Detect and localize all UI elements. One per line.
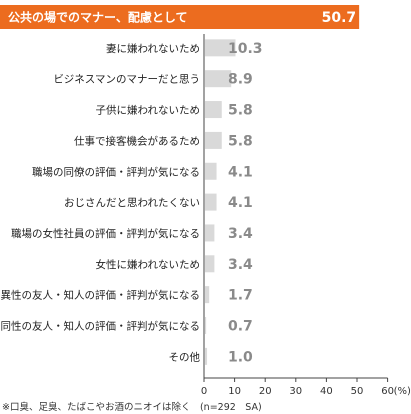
- bar-highlight: [0, 5, 360, 29]
- bar: [205, 317, 207, 334]
- category-label: 異性の友人・知人の評価・評判が気になる: [1, 289, 201, 302]
- category-label: ビジネスマンのマナーだと思う: [53, 74, 200, 86]
- value-label: 3.4: [228, 226, 253, 242]
- bar: [205, 224, 215, 242]
- value-label: 10.3: [228, 41, 263, 57]
- x-tick-label: 10: [228, 386, 241, 397]
- x-unit-label: (%): [394, 386, 411, 397]
- value-label: 8.9: [228, 72, 253, 88]
- value-label: 50.7: [322, 10, 357, 26]
- category-label: 職場の同僚の評価・評判が気になる: [32, 165, 200, 178]
- category-label: 女性に嫌われないため: [96, 258, 200, 271]
- value-label: 3.4: [228, 257, 253, 273]
- category-label: 公共の場でのマナー、配慮として: [8, 10, 188, 25]
- value-label: 5.8: [228, 103, 253, 119]
- bar: [205, 286, 210, 304]
- category-label: 妻に嫌われないため: [106, 42, 200, 55]
- value-label: 4.1: [228, 195, 253, 211]
- x-tick-label: 30: [289, 386, 302, 397]
- bar: [205, 162, 217, 180]
- bars-layer: 公共の場でのマナー、配慮として 50.7 妻に嫌われないため 10.3 ビジネスマンのマ…: [0, 5, 360, 365]
- category-label: 同性の友人・知人の評価・評判が気になる: [1, 320, 201, 333]
- x-tick-label: 50: [351, 386, 364, 397]
- bar: [205, 70, 232, 88]
- bar: [205, 347, 208, 365]
- value-label: 5.8: [228, 133, 253, 149]
- x-tick-label: 40: [320, 386, 333, 397]
- value-label: 1.7: [228, 288, 253, 304]
- footnote: ※口臭、足臭、たばこやお酒のニオイは除く (n=292 SA): [2, 401, 262, 413]
- x-axis: 0 10 20 30 40 50 60 (%): [201, 34, 411, 397]
- category-label: 仕事で接客機会があるため: [74, 134, 200, 147]
- x-tick-label: 0: [201, 386, 207, 397]
- bar: [205, 255, 215, 273]
- category-label: 子供に嫌われないため: [96, 104, 200, 117]
- x-tick-label: 60: [381, 386, 394, 397]
- category-label: その他: [169, 350, 201, 363]
- x-tick-label: 20: [259, 386, 272, 397]
- value-label: 0.7: [228, 319, 253, 335]
- value-label: 4.1: [228, 164, 253, 180]
- bar: [205, 39, 236, 57]
- bar: [205, 193, 217, 211]
- bar: [205, 131, 222, 149]
- bar: [205, 101, 222, 119]
- category-label: おじさんだと思われたくない: [64, 197, 200, 209]
- value-label: 1.0: [228, 349, 253, 365]
- category-label: 職場の女性社員の評価・評判が気になる: [11, 227, 200, 240]
